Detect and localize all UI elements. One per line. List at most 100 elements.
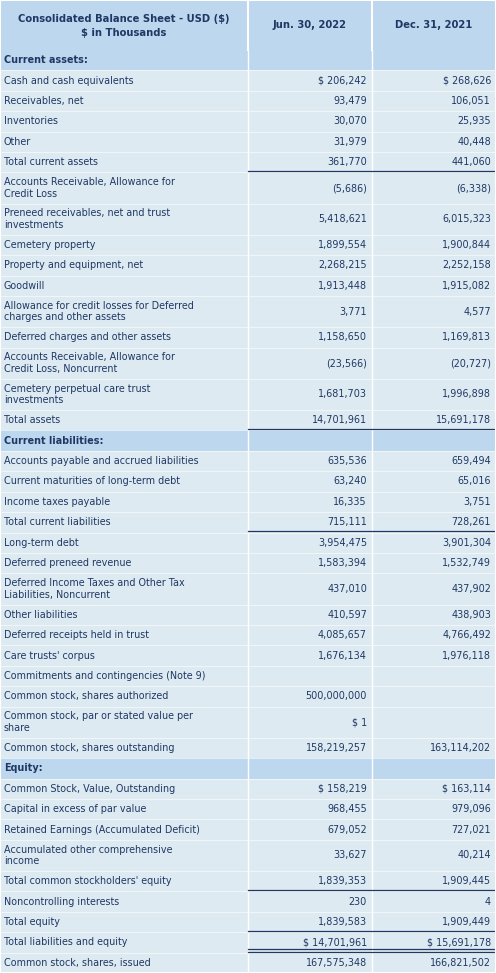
Bar xyxy=(0,234,496,255)
Text: Noncontrolling interests: Noncontrolling interests xyxy=(4,896,119,907)
Text: 1,915,082: 1,915,082 xyxy=(442,281,491,291)
Bar xyxy=(0,275,496,296)
Text: Receivables, net: Receivables, net xyxy=(4,96,83,106)
Bar xyxy=(0,471,496,491)
Text: 14,701,961: 14,701,961 xyxy=(312,415,367,425)
Bar xyxy=(0,686,496,706)
Text: Common stock, shares authorized: Common stock, shares authorized xyxy=(4,692,168,702)
Text: 4,577: 4,577 xyxy=(463,306,491,316)
Text: Total equity: Total equity xyxy=(4,917,60,927)
Text: Cemetery perpetual care trust
investments: Cemetery perpetual care trust investment… xyxy=(4,383,150,406)
Bar xyxy=(0,255,496,275)
Bar xyxy=(0,738,496,758)
Text: Cemetery property: Cemetery property xyxy=(4,240,96,250)
Text: 715,111: 715,111 xyxy=(327,518,367,527)
Text: Current maturities of long-term debt: Current maturities of long-term debt xyxy=(4,477,180,486)
Text: 727,021: 727,021 xyxy=(451,824,491,835)
Text: Common stock, par or stated value per
share: Common stock, par or stated value per sh… xyxy=(4,711,193,733)
Text: 1,900,844: 1,900,844 xyxy=(442,240,491,250)
Text: Commitments and contingencies (Note 9): Commitments and contingencies (Note 9) xyxy=(4,671,205,681)
Text: Other liabilities: Other liabilities xyxy=(4,610,77,620)
Bar xyxy=(0,203,496,234)
Text: 1,839,583: 1,839,583 xyxy=(318,917,367,927)
Text: 63,240: 63,240 xyxy=(333,477,367,486)
Bar xyxy=(0,706,496,738)
Text: 1,996,898: 1,996,898 xyxy=(442,389,491,400)
Bar xyxy=(0,953,496,973)
Text: 6,015,323: 6,015,323 xyxy=(442,214,491,224)
Text: 1,909,445: 1,909,445 xyxy=(442,876,491,886)
Text: Deferred receipts held in trust: Deferred receipts held in trust xyxy=(4,631,149,640)
Text: (6,338): (6,338) xyxy=(456,183,491,193)
Bar xyxy=(0,840,496,871)
Bar xyxy=(0,296,496,327)
Text: 2,252,158: 2,252,158 xyxy=(442,261,491,270)
Text: 40,448: 40,448 xyxy=(457,137,491,147)
Text: 30,070: 30,070 xyxy=(333,117,367,126)
Text: Total current liabilities: Total current liabilities xyxy=(4,518,111,527)
Text: 16,335: 16,335 xyxy=(333,497,367,507)
Bar xyxy=(0,932,496,953)
Text: Accounts Receivable, Allowance for
Credit Loss, Noncurrent: Accounts Receivable, Allowance for Credi… xyxy=(4,352,175,374)
Text: Accounts payable and accrued liabilities: Accounts payable and accrued liabilities xyxy=(4,456,198,466)
Text: Retained Earnings (Accumulated Deficit): Retained Earnings (Accumulated Deficit) xyxy=(4,824,200,835)
Text: $ 163,114: $ 163,114 xyxy=(442,784,491,794)
Text: 230: 230 xyxy=(349,896,367,907)
Text: Consolidated Balance Sheet - USD ($): Consolidated Balance Sheet - USD ($) xyxy=(18,14,230,24)
Text: 437,010: 437,010 xyxy=(327,584,367,594)
Text: 979,096: 979,096 xyxy=(451,804,491,814)
Text: 3,901,304: 3,901,304 xyxy=(442,538,491,548)
Text: (5,686): (5,686) xyxy=(332,183,367,193)
Bar xyxy=(0,0,496,50)
Text: (23,566): (23,566) xyxy=(326,358,367,368)
Text: 1,169,813: 1,169,813 xyxy=(442,333,491,342)
Text: 1,909,449: 1,909,449 xyxy=(442,917,491,927)
Text: 1,676,134: 1,676,134 xyxy=(318,651,367,661)
Text: 158,219,257: 158,219,257 xyxy=(306,743,367,753)
Text: 163,114,202: 163,114,202 xyxy=(430,743,491,753)
Bar xyxy=(0,778,496,799)
Text: 15,691,178: 15,691,178 xyxy=(436,415,491,425)
Text: 3,751: 3,751 xyxy=(463,497,491,507)
Text: Inventories: Inventories xyxy=(4,117,58,126)
Bar xyxy=(0,152,496,172)
Text: Long-term debt: Long-term debt xyxy=(4,538,79,548)
Text: 1,839,353: 1,839,353 xyxy=(318,876,367,886)
Text: 1,158,650: 1,158,650 xyxy=(318,333,367,342)
Text: $ 1: $ 1 xyxy=(352,717,367,727)
Text: 106,051: 106,051 xyxy=(451,96,491,106)
Text: 93,479: 93,479 xyxy=(333,96,367,106)
Text: 4,085,657: 4,085,657 xyxy=(318,631,367,640)
Text: 3,954,475: 3,954,475 xyxy=(318,538,367,548)
Bar xyxy=(0,410,496,430)
Bar xyxy=(0,347,496,378)
Text: 679,052: 679,052 xyxy=(327,824,367,835)
Text: 410,597: 410,597 xyxy=(327,610,367,620)
Bar xyxy=(0,553,496,573)
Bar xyxy=(0,891,496,912)
Text: 968,455: 968,455 xyxy=(327,804,367,814)
Text: Accumulated other comprehensive
income: Accumulated other comprehensive income xyxy=(4,845,173,866)
Text: 441,060: 441,060 xyxy=(451,158,491,167)
Text: Accounts Receivable, Allowance for
Credit Loss: Accounts Receivable, Allowance for Credi… xyxy=(4,177,175,198)
Bar xyxy=(0,378,496,410)
Text: Other: Other xyxy=(4,137,31,147)
Bar xyxy=(0,819,496,840)
Text: 1,532,749: 1,532,749 xyxy=(442,559,491,568)
Bar xyxy=(0,450,496,471)
Text: Cash and cash equivalents: Cash and cash equivalents xyxy=(4,76,133,86)
Text: 361,770: 361,770 xyxy=(327,158,367,167)
Text: 166,821,502: 166,821,502 xyxy=(430,957,491,968)
Bar xyxy=(0,111,496,131)
Text: 728,261: 728,261 xyxy=(451,518,491,527)
Text: Income taxes payable: Income taxes payable xyxy=(4,497,110,507)
Text: 65,016: 65,016 xyxy=(457,477,491,486)
Text: 1,913,448: 1,913,448 xyxy=(318,281,367,291)
Bar xyxy=(0,430,496,450)
Bar xyxy=(0,491,496,512)
Bar xyxy=(0,799,496,819)
Bar xyxy=(0,172,496,203)
Text: Current assets:: Current assets: xyxy=(4,55,88,65)
Text: 3,771: 3,771 xyxy=(339,306,367,316)
Text: 40,214: 40,214 xyxy=(457,850,491,860)
